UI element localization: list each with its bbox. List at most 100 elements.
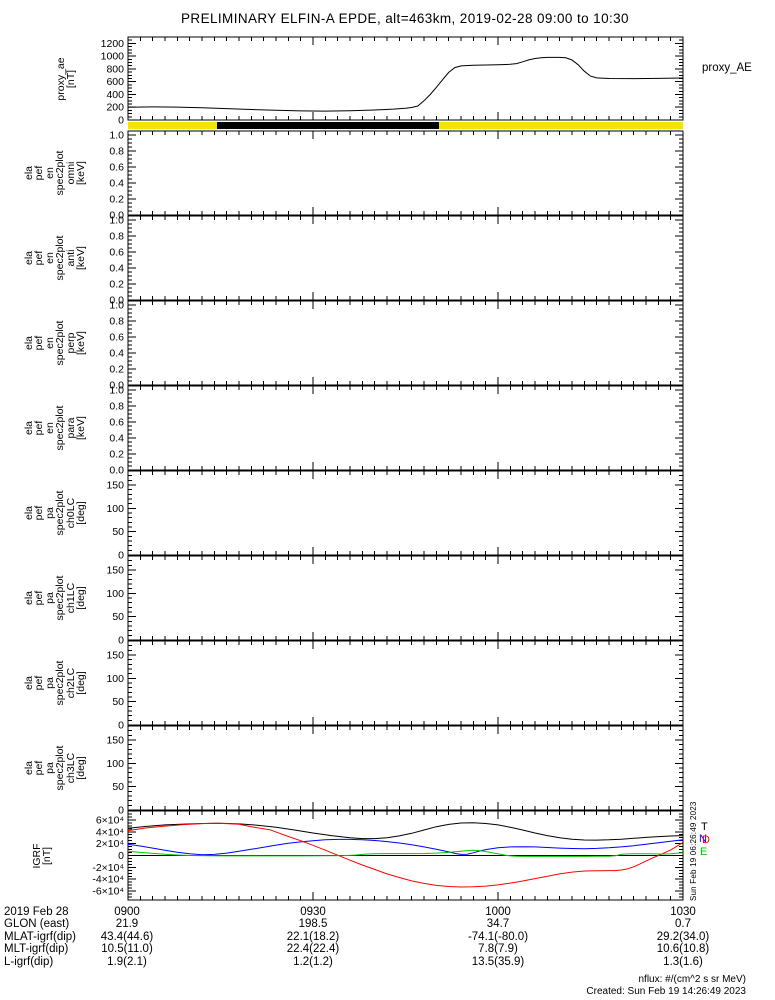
- panel-en_spec2plot_omni: 0.0 0.2 0.4 0.6 0.8 1.0: [109, 130, 684, 222]
- table-cell: 22.1(18.2): [286, 930, 340, 943]
- time-axis-label: 0930: [300, 906, 326, 918]
- panel-frame: [127, 385, 684, 471]
- panel-pa_spec2plot_ch3LC: 0 50 100 150: [106, 725, 684, 817]
- y-tick-label: 0.6: [109, 162, 124, 174]
- y-tick-label: 0.4: [109, 178, 124, 190]
- igrf-legend-N: N: [699, 833, 707, 845]
- table-cell: 22.4(22.4): [286, 943, 340, 956]
- y-tick-label: 50: [112, 526, 124, 538]
- y-tick-label: 0: [118, 850, 124, 862]
- table-cell: 1.3(1.6): [663, 955, 703, 968]
- y-tick-label: 1.0: [109, 215, 124, 227]
- time-axis-label: 1030: [670, 906, 696, 918]
- y-tick-label: 150: [106, 480, 124, 492]
- time-axis-label: 0900: [114, 906, 140, 918]
- time-axis-label: 1000: [485, 906, 511, 918]
- y-tick-label: 0.0: [109, 295, 124, 307]
- y-tick-label: -4×10⁴: [92, 874, 124, 886]
- table-cell: 198.5: [298, 918, 328, 931]
- y-tick-label: 150: [106, 650, 124, 662]
- y-tick-label: 0.2: [109, 194, 124, 206]
- y-tick-label: 0.8: [109, 146, 124, 158]
- table-cell: 43.4(44.6): [100, 930, 154, 943]
- y-tick-label: 600: [106, 76, 124, 88]
- table-cell: 0.7: [675, 918, 691, 931]
- igrf-legend-T: T: [701, 821, 708, 833]
- y-tick-label: 100: [106, 673, 124, 685]
- panel-frame: [127, 300, 684, 386]
- y-tick-label: 0.2: [109, 279, 124, 291]
- y-tick-label: 1.0: [109, 130, 124, 142]
- table-cell: 1.2(1.2): [293, 955, 333, 968]
- y-tick-label: 0: [118, 550, 124, 562]
- y-tick-label: 0.2: [109, 364, 124, 376]
- panel-frame: [127, 470, 684, 556]
- table-cell: 7.8(7.9): [478, 943, 518, 956]
- y-tick-label: -2×10⁴: [92, 862, 124, 874]
- panel-pa_spec2plot_ch0LC: 0 50 100 150: [106, 470, 684, 562]
- y-tick-label: 100: [106, 588, 124, 600]
- igrf_T-line: [127, 822, 684, 841]
- table-row-label: L-igrf(dip): [4, 955, 54, 968]
- panel-frame: [127, 725, 684, 811]
- y-tick-label: -6×10⁴: [92, 886, 124, 898]
- y-tick-label: 0.4: [109, 433, 124, 445]
- table-cell: 1.9(2.1): [107, 955, 147, 968]
- creation-timestamp-vertical: Sun Feb 19 06:26:49 2023: [689, 801, 698, 901]
- panel-frame: [127, 640, 684, 726]
- y-tick-label: 1200: [101, 38, 125, 50]
- panel-frame: [127, 215, 684, 301]
- table-cell: 29.2(34.0): [656, 930, 710, 943]
- igrf_E-line: [127, 849, 684, 857]
- proxy-ae-series-label: proxy_AE: [702, 62, 752, 74]
- table-cell: 10.5(11.0): [101, 943, 153, 956]
- y-tick-label: 1000: [101, 51, 125, 63]
- table-cell: 34.7: [486, 918, 510, 931]
- y-tick-label: 2×10⁴: [96, 838, 124, 850]
- y-tick-label: 1.0: [109, 385, 124, 397]
- table-cell: 21.9: [115, 918, 139, 931]
- panel-en_spec2plot_perp: 0.0 0.2 0.4 0.6 0.8 1.0: [109, 300, 684, 392]
- y-tick-label: 0.0: [109, 465, 124, 477]
- y-tick-label: 0.8: [109, 401, 124, 413]
- igrf-legend-E: E: [700, 846, 708, 858]
- igrf-legend-D: D: [702, 834, 710, 846]
- table-cell: 10.6(10.8): [656, 943, 710, 956]
- plot-title: PRELIMINARY ELFIN-A EPDE, alt=463km, 201…: [181, 11, 629, 26]
- table-row-label: 2019 Feb 28: [4, 906, 69, 918]
- y-tick-label: 400: [106, 89, 124, 101]
- y-tick-label: 0.0: [109, 210, 124, 222]
- table-row-label: MLAT-igrf(dip): [4, 930, 76, 943]
- panel-en_spec2plot_anti: 0.0 0.2 0.4 0.6 0.8 1.0: [109, 215, 684, 307]
- table-row-label: GLON (east): [4, 918, 70, 931]
- y-tick-label: 100: [106, 758, 124, 770]
- y-tick-label: 0.8: [109, 231, 124, 243]
- plot-footer: nflux: #/(cm^2 s sr MeV) Created: Sun Fe…: [586, 974, 746, 998]
- panel-pa_spec2plot_ch2LC: 0 50 100 150: [106, 640, 684, 732]
- y-tick-label: 50: [112, 696, 124, 708]
- panel-en_spec2plot_para: 0.0 0.2 0.4 0.6 0.8 1.0: [109, 385, 684, 477]
- proxy_AE-line: [127, 56, 684, 112]
- panel-pa_spec2plot_ch1LC: 0 50 100 150: [106, 555, 684, 647]
- y-tick-label: 0: [118, 115, 124, 127]
- y-tick-label: 50: [112, 781, 124, 793]
- y-tick-label: 200: [106, 102, 124, 114]
- status-bar-segment: [216, 122, 439, 129]
- y-tick-label: 800: [106, 63, 124, 75]
- y-tick-label: 0: [118, 720, 124, 732]
- y-tick-label: 0: [118, 805, 124, 817]
- y-tick-label: 0.6: [109, 417, 124, 429]
- igrf_D-line: [127, 822, 684, 888]
- y-tick-label: 0.4: [109, 263, 124, 275]
- spacecraft-status-bar: [128, 122, 683, 129]
- y-tick-label: 4×10⁴: [96, 826, 124, 838]
- table-cell: -74.1(-80.0): [467, 930, 529, 943]
- y-tick-label: 0: [118, 635, 124, 647]
- y-tick-label: 0.0: [109, 380, 124, 392]
- panel-frame: [127, 555, 684, 641]
- y-tick-label: 0.6: [109, 247, 124, 259]
